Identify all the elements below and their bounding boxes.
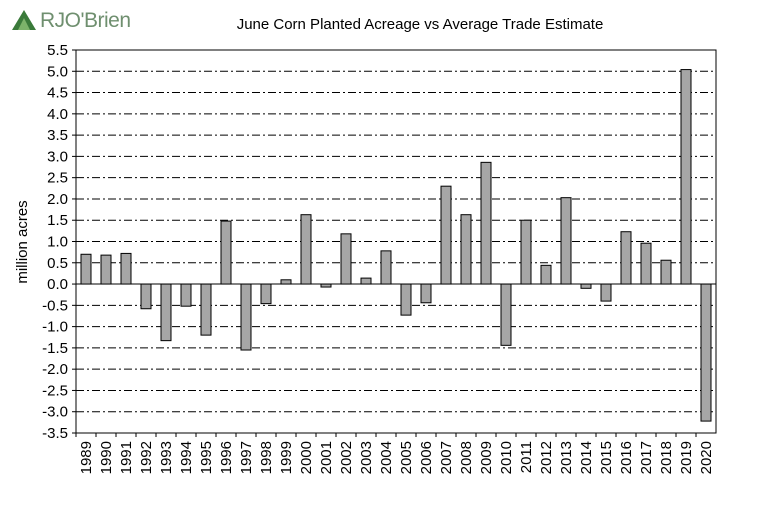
y-tick-label: 4.5 (47, 85, 68, 102)
x-tick-label-2015: 2015 (598, 441, 615, 474)
bar-2007 (440, 185, 452, 285)
bar-2019 (680, 69, 692, 285)
x-tick-label-1989: 1989 (78, 441, 95, 474)
x-tick-label-1994: 1994 (178, 441, 195, 474)
y-axis-label: million acres (14, 200, 31, 283)
bar-2006 (420, 283, 432, 304)
y-tick-label: 5.5 (47, 42, 68, 59)
y-tick-label: 0.5 (47, 255, 68, 272)
bar-2011 (520, 219, 532, 285)
x-tick-labels: 1989 1990 1991 1992 1993 1994 1995 1996 1997 1998… (75, 433, 715, 474)
x-tick-label-2012: 2012 (538, 441, 555, 474)
gridlines (76, 70, 716, 413)
x-tick-label-2010: 2010 (498, 441, 515, 474)
bar-2018 (660, 259, 672, 285)
y-tick-labels: 5.5 5.0 4.5 4.0 3.5 3.0 2.5 2.0 1.5 1.0 0.5 0.0 -0.5… (42, 42, 76, 442)
y-tick-label: 2.0 (47, 191, 68, 208)
y-tick-label: 0.0 (47, 276, 68, 293)
y-tick-label: -1.0 (42, 319, 68, 336)
bar-2004 (380, 250, 392, 285)
x-tick-label-2011: 2011 (518, 441, 535, 473)
bar-2015 (600, 283, 612, 302)
bar-2012 (540, 264, 552, 285)
y-tick-label: 1.0 (47, 234, 68, 251)
x-tick-label-1996: 1996 (218, 441, 235, 474)
bar-2005 (400, 283, 412, 316)
y-tick-label: -2.5 (42, 382, 68, 399)
y-tick-label: 5.0 (47, 63, 68, 80)
y-tick-label: 2.5 (47, 170, 68, 187)
x-tick-label-1999: 1999 (278, 441, 295, 474)
bar-1995 (200, 283, 212, 336)
x-tick-label-2019: 2019 (678, 441, 695, 474)
bar-1989 (80, 253, 92, 285)
x-tick-label-2005: 2005 (398, 441, 415, 474)
y-tick-label: -3.0 (42, 404, 68, 421)
bar-1997 (240, 283, 252, 351)
y-tick-label: 3.5 (47, 127, 68, 144)
bar-2009 (480, 161, 492, 285)
x-tick-label-2020: 2020 (698, 441, 715, 474)
x-tick-label-1991: 1991 (118, 441, 135, 474)
x-tick-label-2008: 2008 (458, 441, 475, 474)
x-tick-label-1998: 1998 (258, 441, 275, 474)
x-tick-label-2000: 2000 (298, 441, 315, 474)
bar-2017 (640, 242, 652, 285)
x-tick-label-2007: 2007 (438, 441, 455, 474)
x-tick-label-1990: 1990 (98, 441, 115, 474)
x-tick-label-2014: 2014 (578, 441, 595, 474)
bar-1996 (220, 220, 232, 285)
bar-1994 (180, 283, 192, 307)
bar-2010 (500, 283, 512, 346)
x-tick-label-2018: 2018 (658, 441, 675, 474)
bar-1999 (280, 279, 292, 285)
bar-1998 (260, 283, 272, 305)
y-tick-label: -2.0 (42, 361, 68, 378)
x-tick-label-2009: 2009 (478, 441, 495, 474)
y-tick-label: 1.5 (47, 212, 68, 229)
y-tick-label: -0.5 (42, 297, 68, 314)
x-tick-label-2003: 2003 (358, 441, 375, 474)
bar-2000 (300, 214, 312, 285)
bar-2020 (700, 283, 712, 422)
x-tick-label-2006: 2006 (418, 441, 435, 474)
bar-1990 (100, 254, 112, 285)
y-tick-label: 3.0 (47, 148, 68, 165)
x-tick-label-1997: 1997 (238, 441, 255, 474)
y-tick-label: 4.0 (47, 106, 68, 123)
bar-2014 (580, 283, 592, 289)
logo-text: RJO'Brien (40, 9, 131, 32)
bar-2001 (320, 283, 332, 288)
bar-1991 (120, 252, 132, 285)
bar-2008 (460, 214, 472, 285)
x-tick-label-1995: 1995 (198, 441, 215, 474)
x-tick-label-2004: 2004 (378, 441, 395, 474)
bar-1992 (140, 283, 152, 310)
y-tick-label: -1.5 (42, 340, 68, 357)
x-tick-label-2001: 2001 (318, 441, 335, 474)
logo-mark-inner-icon (18, 18, 30, 30)
chart-title: June Corn Planted Acreage vs Average Tra… (236, 16, 604, 33)
bar-2016 (620, 231, 632, 285)
y-tick-label: -3.5 (42, 425, 68, 442)
bar-1993 (160, 283, 172, 342)
bar-2003 (360, 277, 372, 285)
bar-2013 (560, 197, 572, 285)
x-tick-label-2002: 2002 (338, 441, 355, 474)
bar-2002 (340, 233, 352, 285)
x-tick-label-2013: 2013 (558, 441, 575, 474)
x-tick-label-1993: 1993 (158, 441, 175, 474)
logo: RJO'Brien (8, 6, 138, 36)
bars (80, 69, 712, 422)
x-tick-label-2016: 2016 (618, 441, 635, 474)
x-tick-label-2017: 2017 (638, 441, 655, 474)
x-tick-label-1992: 1992 (138, 441, 155, 474)
